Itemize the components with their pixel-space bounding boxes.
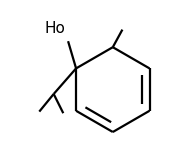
Text: Ho: Ho: [44, 21, 65, 36]
